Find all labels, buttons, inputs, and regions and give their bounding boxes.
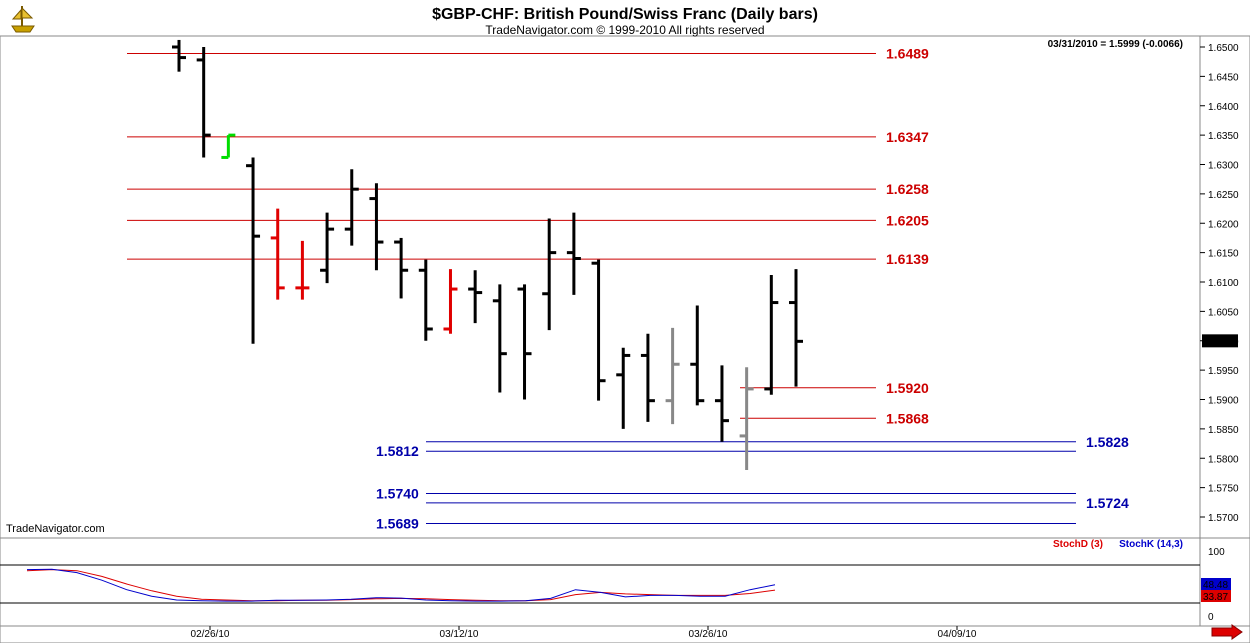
ohlc-bar <box>443 269 458 334</box>
date-tick-label: 04/09/10 <box>938 629 977 640</box>
resistance-label: 1.6258 <box>886 181 929 197</box>
price-tick-label: 1.6100 <box>1208 278 1239 289</box>
ohlc-bar <box>665 327 680 425</box>
ohlc-bar <box>739 367 754 470</box>
ohlc-bar <box>418 259 433 341</box>
ohlc-bar <box>690 305 705 406</box>
price-tick-label: 1.5700 <box>1208 513 1239 524</box>
ohlc-bar <box>172 39 186 72</box>
date-axis: 02/26/10 03/12/10 03/26/10 04/09/10 <box>191 626 977 640</box>
resistance-label: 1.6205 <box>886 212 929 228</box>
price-tick-label: 1.6300 <box>1208 161 1239 172</box>
resistance-label: 1.6489 <box>886 45 929 61</box>
price-axis: 1.6500 1.6450 1.6400 1.6350 1.6300 1.6250 1.62… <box>1200 43 1239 524</box>
last-quote: 03/31/2010 = 1.5999 (-0.0066) <box>1048 39 1183 50</box>
price-tick-label: 1.5800 <box>1208 454 1239 465</box>
price-tick-label: 1.6050 <box>1208 307 1239 318</box>
stochK-value: 48.48 <box>1203 580 1228 591</box>
chart-title: $GBP-CHF: British Pound/Swiss Franc (Dai… <box>432 6 818 23</box>
ohlc-bar <box>246 157 261 344</box>
ohlc-bar <box>789 269 803 387</box>
support-label: 1.5828 <box>1086 434 1129 450</box>
resistance-label: 1.6347 <box>886 129 929 145</box>
date-tick-label: 03/12/10 <box>440 629 479 640</box>
ohlc-bar <box>221 133 236 159</box>
price-tick-label: 1.6400 <box>1208 102 1239 113</box>
ohlc-bar <box>320 212 335 284</box>
ohlc-bar <box>517 284 532 400</box>
ohlc-bar <box>295 240 310 300</box>
resistance-label: 1.5920 <box>886 380 929 396</box>
stochK-legend: StochK (14,3) <box>1119 539 1183 550</box>
ohlc-bar <box>616 347 631 429</box>
stochK-value-box <box>1201 578 1231 590</box>
price-tick-label: 1.5750 <box>1208 484 1239 495</box>
support-label: 1.5689 <box>376 515 419 531</box>
stochD-value: 33.87 <box>1203 592 1228 603</box>
price-axis-panel <box>1199 35 1250 539</box>
ohlc-bar <box>394 237 409 299</box>
indicator-tick-0: 0 <box>1208 612 1214 623</box>
support-label: 1.5724 <box>1086 495 1129 511</box>
chart-subtitle: TradeNavigator.com © 1999-2010 All right… <box>485 23 764 37</box>
current-price-tag: 1.5999 <box>1202 334 1238 348</box>
navigator-logo-icon[interactable] <box>11 6 35 33</box>
indicator-panel-frame <box>0 537 1201 627</box>
right-arrow-icon[interactable] <box>1211 624 1243 640</box>
price-tick-label: 1.5900 <box>1208 396 1239 407</box>
date-tick-label: 03/26/10 <box>689 629 728 640</box>
date-axis-panel <box>0 625 1250 643</box>
watermark: TradeNavigator.com <box>6 523 105 535</box>
price-tick-label: 1.6250 <box>1208 190 1239 201</box>
ohlc-bar <box>196 47 211 158</box>
ohlc-bar <box>369 183 384 271</box>
resistance-label: 1.6139 <box>886 251 929 267</box>
stochD-value-box <box>1201 590 1231 602</box>
price-tick-label: 1.6350 <box>1208 131 1239 142</box>
support-label: 1.5740 <box>376 486 419 502</box>
stochastic-plot <box>0 564 1200 604</box>
date-tick-label: 02/26/10 <box>191 629 230 640</box>
ohlc-bar <box>270 208 285 300</box>
stochK-line <box>26 568 776 602</box>
indicator-tick-100: 100 <box>1208 547 1225 558</box>
price-tick-label: 1.6200 <box>1208 219 1239 230</box>
price-tick-label: 1.5950 <box>1208 366 1239 377</box>
ohlc-bar <box>764 274 779 395</box>
ohlc-bar <box>542 218 557 331</box>
price-tick-label: 1.5850 <box>1208 425 1239 436</box>
price-tick-label: 1.6500 <box>1208 43 1239 54</box>
stochD-legend: StochD (3) <box>1053 539 1103 550</box>
ohlc-bar <box>344 169 359 246</box>
support-label: 1.5812 <box>376 443 419 459</box>
ohlc-bar <box>640 333 655 422</box>
stochD-line <box>26 569 776 602</box>
price-tick-label: 1.6150 <box>1208 249 1239 260</box>
resistance-label: 1.5868 <box>886 410 929 426</box>
ohlc-bar <box>468 270 483 324</box>
price-bars <box>172 39 803 470</box>
ohlc-bar <box>566 212 581 295</box>
current-price-label: 1.5999 <box>1204 337 1235 348</box>
price-tick-label: 1.6450 <box>1208 72 1239 83</box>
level-lines: 1.6489 1.6347 1.6258 1.6205 1.6139 1.5920 1.58… <box>127 45 1129 531</box>
ohlc-bar <box>714 365 729 442</box>
ohlc-bar <box>591 259 606 401</box>
ohlc-bar <box>492 284 507 393</box>
